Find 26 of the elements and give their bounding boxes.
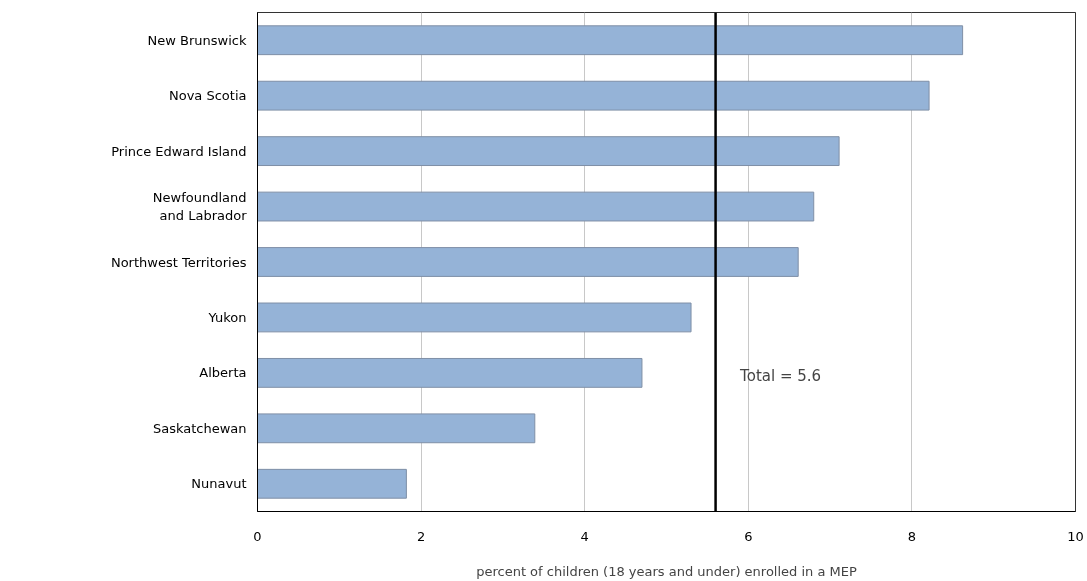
x-tick-label: 10 [1067,528,1084,544]
bar [257,413,536,444]
y-tick-label: Alberta [199,365,247,381]
x-tick-label: 4 [580,528,589,544]
bar [257,191,815,222]
x-tick-label: 8 [907,528,917,544]
y-tick-label: Newfoundland and Labrador [152,190,248,224]
bar [257,468,407,499]
bar [257,357,643,388]
y-tick-label: New Brunswick [147,32,247,48]
bar [257,247,799,277]
y-tick-label: Nova Scotia [169,88,247,104]
y-tick-label: Prince Edward Island [111,143,247,159]
x-tick-label: 6 [744,528,753,544]
bar [257,25,964,56]
bar [257,302,692,333]
x-tick-label: 2 [416,528,426,544]
x-tick-label: 0 [253,528,262,544]
x-axis-title: percent of children (18 years and under) enrolled in a MEP [476,563,857,579]
y-tick-label: Yukon [207,309,247,325]
ref-line-label: Total = 5.6 [739,366,822,385]
y-tick-label: Northwest Territories [110,254,247,270]
y-tick-label: Nunavut [191,476,247,492]
bar [257,80,930,111]
y-tick-label: Saskatchewan [152,420,247,436]
bar [257,136,840,167]
